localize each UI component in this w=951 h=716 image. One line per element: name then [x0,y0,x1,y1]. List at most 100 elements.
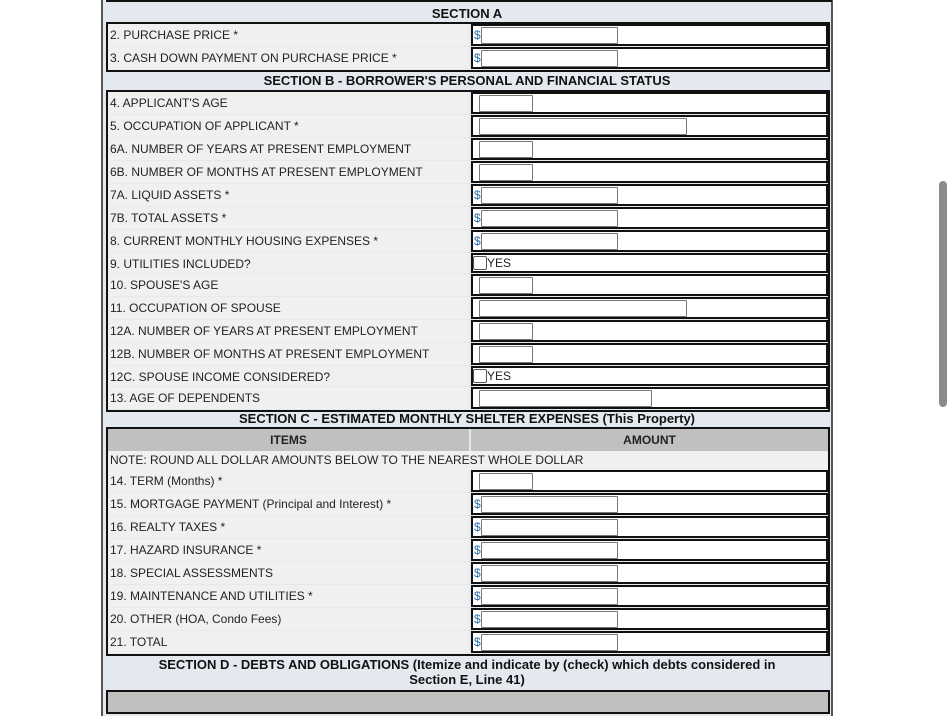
section-a-title: SECTION A [431,6,503,21]
yes-label: YES [487,256,512,270]
section-d-title-line2: Section E, Line 41) [409,672,525,687]
form-row-18-special-assessments: 18. SPECIAL ASSESSMENTS $ [108,562,828,585]
spouse-s-age-input[interactable] [479,276,533,294]
field-cell [471,297,828,319]
field-label: 7B. TOTAL ASSETS * [108,207,469,229]
field-cell [471,161,828,183]
field-cell: $ [471,539,828,561]
scrollbar-thumb[interactable] [939,181,947,407]
field-cell [471,274,828,296]
field-cell [471,138,828,160]
dollar-sign: $ [474,589,481,603]
field-label: 11. OCCUPATION OF SPOUSE [108,297,469,319]
field-cell: $ [471,493,828,515]
field-label: 13. AGE OF DEPENDENTS [108,387,469,409]
other-hoa-condo-fees-input[interactable] [481,610,618,628]
form-row-10-spouse-s-age: 10. SPOUSE'S AGE [108,274,828,297]
field-cell: $ [471,47,828,69]
hazard-insurance-input[interactable] [481,541,618,559]
previous-section-box [106,0,832,2]
field-label: 12B. NUMBER OF MONTHS AT PRESENT EMPLOYM… [108,343,469,365]
special-assessments-input[interactable] [481,564,618,582]
section-c-table: ITEMS AMOUNT NOTE: ROUND ALL DOLLAR AMOU… [106,427,830,656]
dollar-sign: $ [474,543,481,557]
field-label: 16. REALTY TAXES * [108,516,469,538]
dollar-sign: $ [474,566,481,580]
field-cell [471,470,828,492]
field-label: 9. UTILITIES INCLUDED? [108,253,469,273]
current-monthly-housing-expenses-input[interactable] [481,232,618,250]
term-months-input[interactable] [479,472,533,490]
form-row-4-applicant-s-age: 4. APPLICANT'S AGE [108,92,828,115]
section-a-table: 2. PURCHASE PRICE * $3. CASH DOWN PAYMENT… [106,22,830,72]
field-cell: $ [471,516,828,538]
form-row-5-occupation-of-applicant: 5. OCCUPATION OF APPLICANT * [108,115,828,138]
applicant-s-age-input[interactable] [479,94,533,112]
form-row-2-purchase-price: 2. PURCHASE PRICE * $ [108,24,828,47]
dollar-sign: $ [474,28,481,42]
number-of-years-at-present-employment-input[interactable] [479,140,533,158]
field-label: 8. CURRENT MONTHLY HOUSING EXPENSES * [108,230,469,252]
occupation-of-spouse-input[interactable] [479,299,687,317]
number-of-years-at-present-employment-input[interactable] [479,322,533,340]
form-row-6a-number-of-years-at-present-employment: 6A. NUMBER OF YEARS AT PRESENT EMPLOYMEN… [108,138,828,161]
dollar-sign: $ [474,520,481,534]
field-label: 18. SPECIAL ASSESSMENTS [108,562,469,584]
field-label: 7A. LIQUID ASSETS * [108,184,469,206]
field-cell: $ [471,24,828,46]
form-row-12a-number-of-years-at-present-employmen: 12A. NUMBER OF YEARS AT PRESENT EMPLOYME… [108,320,828,343]
form-row-20-other-hoa-condo-fees: 20. OTHER (HOA, Condo Fees) $ [108,608,828,631]
section-b-table: 4. APPLICANT'S AGE 5. OCCUPATION OF APPLI… [106,90,830,412]
cash-down-payment-on-purchase-price-input[interactable] [481,49,618,67]
field-cell [471,387,828,409]
field-cell: $ [471,608,828,630]
dollar-sign: $ [474,635,481,649]
total-input[interactable] [481,633,618,651]
field-cell: $ [471,184,828,206]
purchase-price-input[interactable] [481,26,618,44]
dollar-sign: $ [474,612,481,626]
form-page: SECTION A 2. PURCHASE PRICE * $3. CASH DO… [101,0,833,716]
age-of-dependents-input[interactable] [479,389,652,407]
form-row-6b-number-of-months-at-present-employmen: 6B. NUMBER OF MONTHS AT PRESENT EMPLOYME… [108,161,828,184]
form-row-8-current-monthly-housing-expenses: 8. CURRENT MONTHLY HOUSING EXPENSES * $ [108,230,828,253]
realty-taxes-input[interactable] [481,518,618,536]
field-cell: $ [471,230,828,252]
field-label: 12C. SPOUSE INCOME CONSIDERED? [108,366,469,386]
yes-checkbox[interactable] [473,256,487,270]
dollar-sign: $ [474,234,481,248]
liquid-assets-input[interactable] [481,186,618,204]
form-row-21-total: 21. TOTAL $ [108,631,828,654]
form-row-3-cash-down-payment-on-purchase-price: 3. CASH DOWN PAYMENT ON PURCHASE PRICE *… [108,47,828,70]
dollar-sign: $ [474,51,481,65]
yes-label: YES [487,369,512,383]
section-b-title: SECTION B - BORROWER'S PERSONAL AND FINA… [263,73,671,88]
field-cell [471,343,828,365]
form-row-9-utilities-included: 9. UTILITIES INCLUDED? YES [108,253,828,274]
field-cell: $ [471,585,828,607]
field-cell [471,115,828,137]
field-cell: $ [471,562,828,584]
form-row-15-mortgage-payment-principal-and-intere: 15. MORTGAGE PAYMENT (Principal and Inte… [108,493,828,516]
field-label: 10. SPOUSE'S AGE [108,274,469,296]
total-assets-input[interactable] [481,209,618,227]
section-d-title-line1: SECTION D - DEBTS AND OBLIGATIONS (Itemi… [158,657,776,672]
maintenance-and-utilities-input[interactable] [481,587,618,605]
dollar-sign: $ [474,211,481,225]
yes-checkbox[interactable] [473,369,487,383]
form-row-19-maintenance-and-utilities: 19. MAINTENANCE AND UTILITIES * $ [108,585,828,608]
occupation-of-applicant-input[interactable] [479,117,687,135]
form-row-12b-number-of-months-at-present-employme: 12B. NUMBER OF MONTHS AT PRESENT EMPLOYM… [108,343,828,366]
field-label: 17. HAZARD INSURANCE * [108,539,469,561]
dollar-sign: $ [474,188,481,202]
field-label: 6B. NUMBER OF MONTHS AT PRESENT EMPLOYME… [108,161,469,183]
field-cell: $ [471,631,828,653]
field-label: 6A. NUMBER OF YEARS AT PRESENT EMPLOYMEN… [108,138,469,160]
mortgage-payment-principal-and-interest-input[interactable] [481,495,618,513]
dollar-sign: $ [474,497,481,511]
number-of-months-at-present-employment-input[interactable] [479,345,533,363]
form-row-12c-spouse-income-considered: 12C. SPOUSE INCOME CONSIDERED? YES [108,366,828,387]
number-of-months-at-present-employment-input[interactable] [479,163,533,181]
field-cell: YES [471,253,828,273]
field-label: 12A. NUMBER OF YEARS AT PRESENT EMPLOYME… [108,320,469,342]
